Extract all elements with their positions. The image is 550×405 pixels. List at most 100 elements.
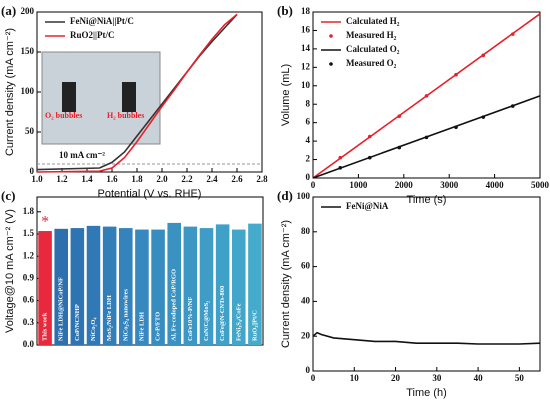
x-tick-label: 1.4 [81, 174, 93, 184]
bar-label: MoS₂/NiFe LDH [106, 295, 113, 341]
x-tick-label: 0 [311, 180, 316, 190]
electrode [122, 82, 136, 112]
y-tick-label: 18 [301, 6, 311, 16]
legend-label: Calculated O₂ [346, 44, 400, 54]
panel-label: (c) [1, 188, 15, 203]
x-tick-label: 4000 [486, 180, 505, 190]
bar [70, 228, 85, 345]
bar-label: CoFe@N-CNTs-800 [219, 286, 226, 341]
legend-label: Measured O₂ [346, 58, 397, 68]
legend-label: Calculated H₂ [346, 16, 400, 26]
y-tick-label: 100 [21, 86, 35, 96]
inset-photo [41, 51, 161, 145]
y-tick-label: 4 [306, 135, 311, 145]
plot-frame [312, 196, 541, 372]
y-tick-label: 100 [297, 191, 311, 201]
bar-label: This work [42, 312, 49, 341]
x-tick-label: 50 [515, 373, 525, 383]
marker [454, 72, 458, 77]
x-tick-label: 10 [350, 373, 360, 383]
x-tick-label: 5000 [531, 180, 550, 190]
x-axis-title: Potential (V vs. RHE) [98, 188, 202, 200]
y-tick-label: 1.5 [23, 228, 35, 238]
bar-label: Co-P/FTO [155, 312, 162, 341]
bar-label: NiFe LDH [138, 312, 145, 341]
marker [454, 125, 458, 130]
x-tick-label: 2.8 [256, 174, 268, 184]
y-tick-label: 12 [301, 61, 311, 71]
panel-label: (a) [1, 3, 16, 18]
x-tick-label: 1000 [349, 180, 368, 190]
inset-label: O₂ bubbles [45, 111, 82, 120]
marker [424, 135, 429, 140]
x-tick-label: 2.0 [156, 174, 168, 184]
y-tick-label: 20 [301, 330, 311, 340]
x-tick-label: 1.6 [106, 174, 118, 184]
marker [424, 94, 429, 98]
marker [510, 32, 515, 36]
marker [367, 134, 372, 139]
bar-label: CoP/NCNHP [74, 304, 81, 341]
bar [183, 226, 198, 345]
legend-marker [329, 34, 333, 38]
y-tick-label: 1.8 [23, 206, 35, 216]
inset-label: H₂ bubbles [107, 111, 144, 120]
plot-frame [312, 11, 541, 179]
bar [119, 228, 133, 345]
bar-label: CoFe10%-P/NF [187, 297, 194, 341]
bar-label: FeNi₃S₄/CoFe [235, 303, 242, 341]
y-tick-label: 0 [30, 166, 35, 176]
x-tick-label: 40 [474, 373, 484, 383]
bar [199, 228, 214, 345]
legend-label: FeNi@NiA [346, 201, 389, 211]
bar-label: NiCo₂S₄ nanowires [122, 289, 129, 341]
y-axis-title: Voltage@10 mA cm⁻² (V) [4, 209, 16, 333]
marker [510, 104, 515, 108]
y-tick-label: 8 [306, 98, 311, 108]
bar [135, 229, 149, 345]
series-line [312, 331, 541, 345]
marker [397, 145, 402, 150]
y-axis-title: Current density (mA cm⁻²) [280, 220, 292, 348]
bar-label: NiCo₂O₄ [90, 318, 97, 341]
annotation: * [41, 214, 49, 231]
y-tick-label: 10 [301, 80, 311, 90]
legend-label: FeNi@NiA||Pt/C [70, 16, 134, 26]
y-tick-label: 0.6 [23, 295, 35, 305]
x-tick-label: 0 [311, 373, 316, 383]
x-tick-label: 1.8 [131, 174, 143, 184]
y-tick-label: 0 [306, 172, 311, 182]
y-tick-label: 200 [21, 6, 35, 16]
x-tick-label: 2.4 [206, 174, 218, 184]
x-tick-label: 30 [432, 373, 442, 383]
y-tick-label: 16 [301, 25, 311, 35]
x-tick-label: 2.2 [181, 174, 193, 184]
marker [481, 53, 486, 58]
x-axis-title: Time (h) [406, 387, 447, 399]
y-tick-label: 40 [301, 295, 311, 305]
marker [367, 155, 372, 160]
legend-marker [329, 62, 333, 66]
y-tick-label: 14 [301, 43, 311, 53]
y-tick-label: 0.3 [23, 317, 35, 327]
bar [54, 228, 68, 345]
x-tick-label: 20 [391, 373, 401, 383]
marker [338, 155, 343, 160]
series-line [36, 13, 238, 173]
y-tick-label: 60 [301, 261, 311, 271]
y-tick-label: 0.9 [23, 272, 35, 282]
bar [151, 229, 165, 345]
marker [397, 114, 402, 119]
x-tick-label: 2000 [395, 180, 414, 190]
bar [38, 231, 52, 345]
plot-frame [36, 196, 264, 346]
y-tick-label: 0 [306, 365, 311, 375]
x-tick-label: 3000 [440, 180, 459, 190]
panel-label: (b) [277, 3, 293, 18]
bar-label: RuO₂||Pt/C [251, 310, 258, 341]
bar-label: CoN/C@MoS₂ [203, 301, 210, 341]
x-tick-label: 1.0 [31, 174, 43, 184]
legend-label: RuO2||Pt/C [70, 30, 114, 40]
y-tick-label: 0.0 [23, 339, 35, 349]
